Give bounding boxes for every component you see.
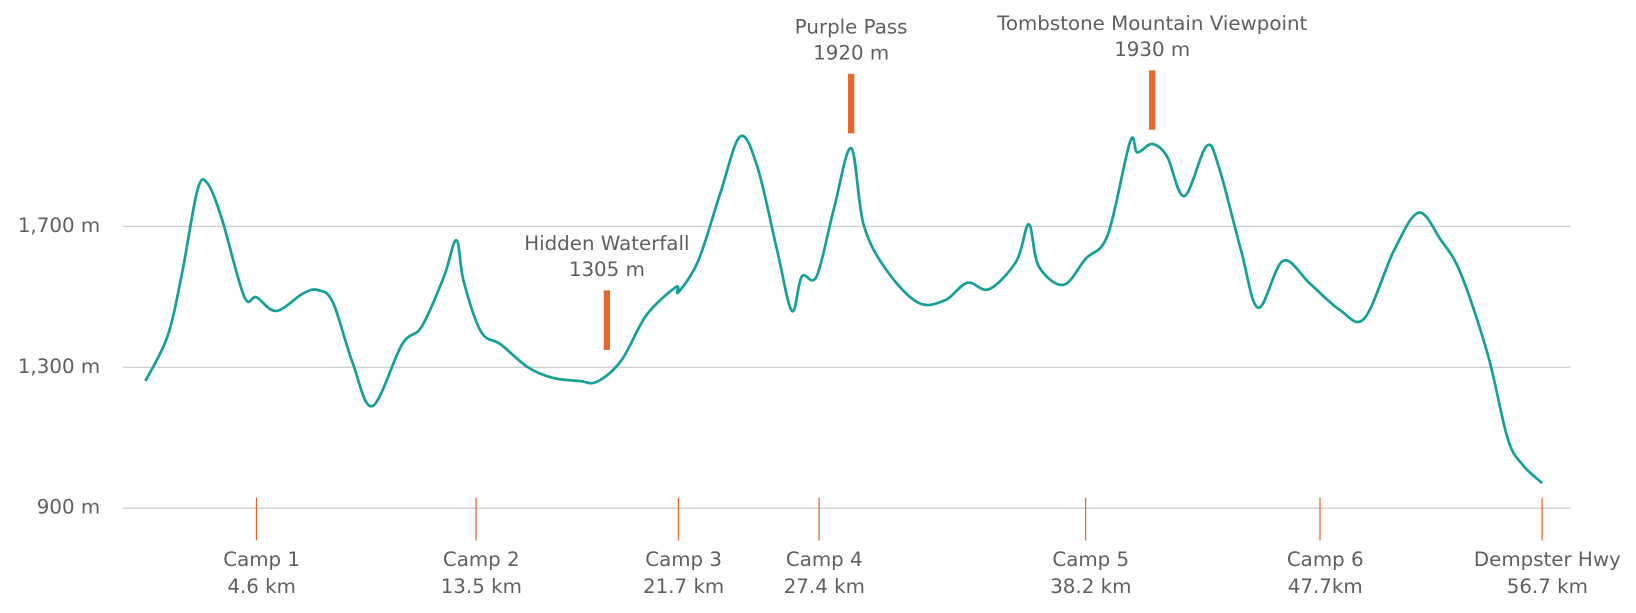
camp-distance: 38.2 km [1050,575,1131,598]
camp-distance: 13.5 km [441,575,522,598]
annotation-label: Hidden Waterfall [524,232,689,255]
annotation-value: 1930 m [1114,38,1190,61]
camp-label: Camp 2 [443,548,520,571]
camp-distance: 27.4 km [784,575,865,598]
y-tick-label: 900 m [37,496,100,519]
elevation-line [144,134,1544,485]
camp-label: Dempster Hwy [1474,548,1621,571]
camp-label: Camp 4 [786,548,863,571]
annotation-label: Tombstone Mountain Viewpoint [996,12,1307,35]
camp-label: Camp 1 [223,548,300,571]
camp-distance: 21.7 km [643,575,724,598]
camp-distance: 4.6 km [227,575,296,598]
camp-label: Camp 6 [1287,548,1364,571]
camp-label: Camp 3 [645,548,722,571]
annotation-marker [848,73,855,134]
camp-label: Camp 5 [1052,548,1129,571]
y-tick-label: 1,700 m [18,214,100,237]
camp-distance: 47.7km [1288,575,1363,598]
plot: 900 m 1,300 m 1,700 m Camp 1 4.6 km Camp 2 13.… [18,12,1621,598]
annotation-value: 1920 m [813,41,889,64]
annotation-value: 1305 m [569,258,645,281]
camp-distance: 56.7 km [1507,575,1588,598]
y-tick-label: 1,300 m [18,355,100,378]
annotation-label: Purple Pass [795,15,908,38]
annotation-marker [1149,70,1156,130]
annotation-marker [603,290,610,350]
